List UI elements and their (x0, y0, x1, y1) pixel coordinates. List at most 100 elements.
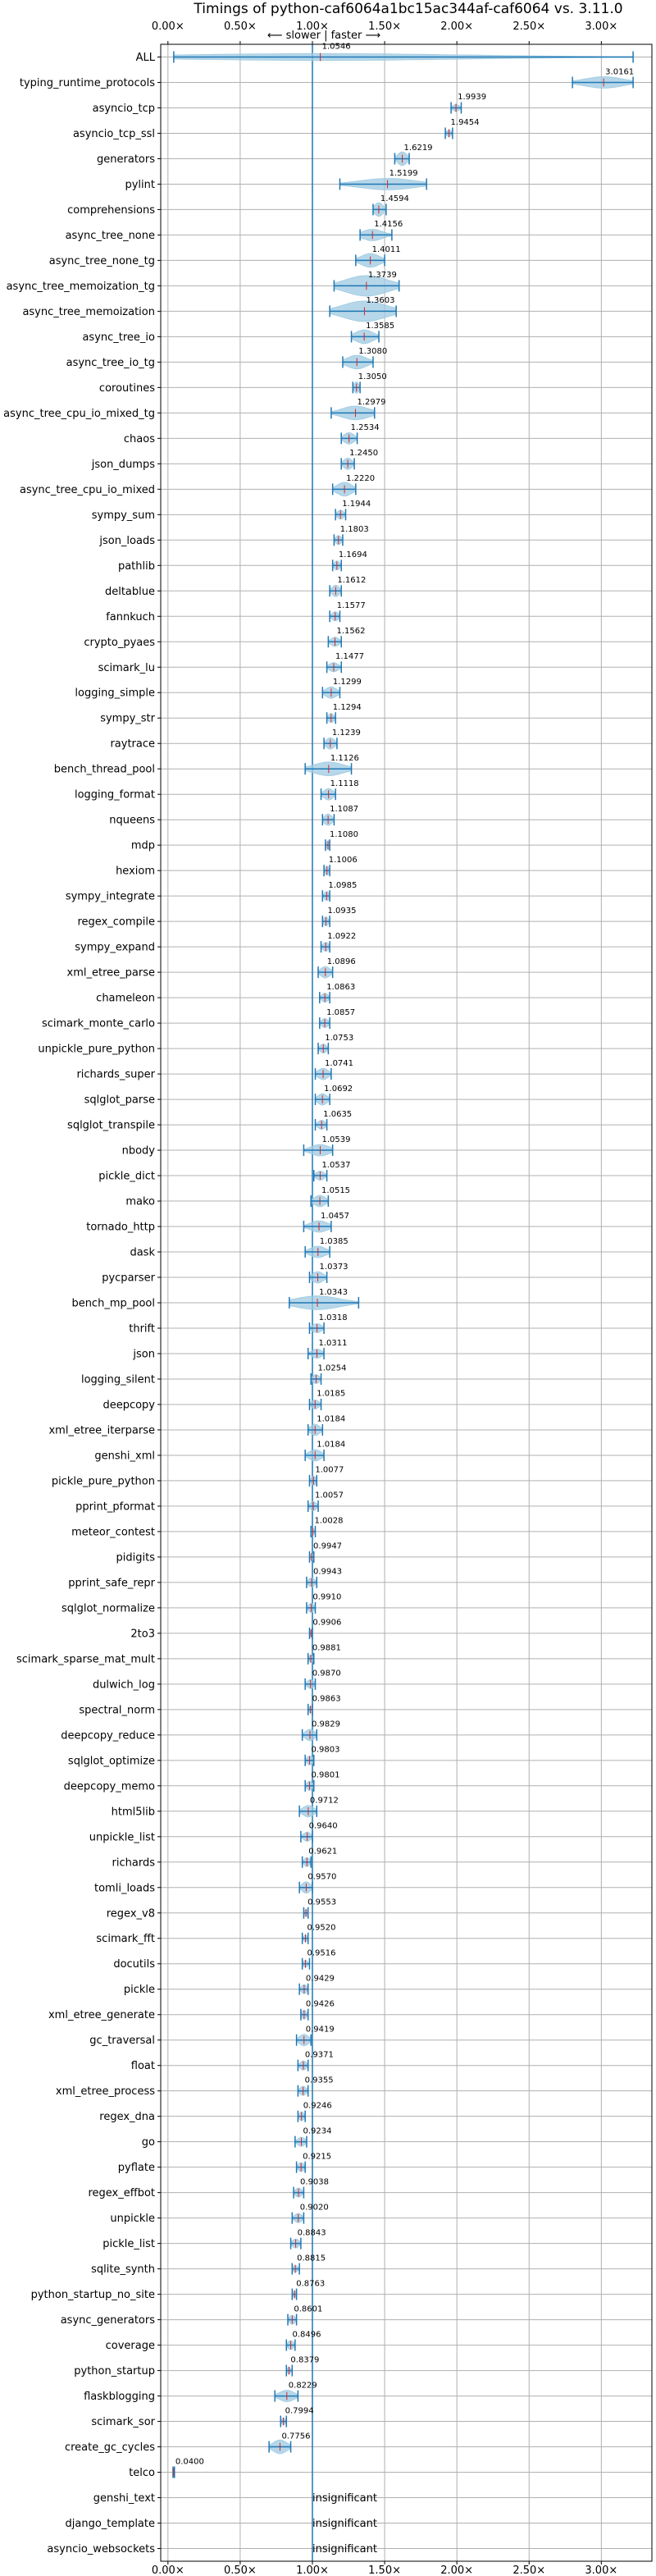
category-label: nbody (122, 1145, 156, 1158)
value-label: 0.9829 (312, 1720, 340, 1729)
value-label: 0.9570 (308, 1873, 336, 1882)
category-label: richards (112, 1857, 156, 1869)
category-label: meteor_contest (71, 1526, 155, 1538)
value-label: 1.2450 (349, 449, 378, 458)
category-label: tornado_http (86, 1222, 155, 1234)
category-label: raytrace (110, 738, 155, 751)
category-label: html5lib (112, 1806, 155, 1818)
category-label: mako (125, 1196, 155, 1208)
value-label: 0.7994 (285, 2406, 314, 2415)
value-label: 1.1080 (330, 830, 358, 839)
value-label: 1.0753 (325, 1034, 353, 1043)
value-label: 0.8763 (296, 2279, 325, 2288)
x-tick-label-top: 2.00× (440, 21, 473, 33)
category-label: xml_etree_generate (48, 2009, 155, 2021)
category-label: unpickle_list (89, 1831, 155, 1843)
category-label: pickle (124, 1984, 155, 1996)
value-label: 1.0057 (315, 1491, 344, 1500)
insignificant-label: insignificant (312, 2492, 377, 2505)
category-label: nqueens (109, 815, 155, 827)
category-label: dulwich_log (93, 1679, 155, 1691)
label-layer: 1.0546 3.0161 1.9939 1.9454 1.6219 1.5199 1.45… (175, 42, 634, 2555)
x-tick-label-top: 0.00× (152, 21, 184, 33)
value-label: 1.0077 (315, 1466, 344, 1475)
category-label: scimark_sor (91, 2416, 155, 2428)
category-label: genshi_text (93, 2492, 155, 2505)
category-label: python_startup_no_site (31, 2289, 155, 2301)
x-tick-label-top: 0.50× (224, 21, 257, 33)
value-label: 0.9371 (305, 2050, 334, 2059)
x-tick-label-top: 1.00× (296, 21, 329, 33)
category-label: sympy_sum (92, 509, 155, 522)
category-label: json_dumps (91, 459, 155, 471)
category-label: async_tree_memoization (22, 306, 155, 318)
violin-layer (172, 51, 634, 2478)
category-label: sqlglot_normalize (61, 1602, 155, 1615)
x-tick-label-bottom: 0.00× (152, 2565, 184, 2576)
x-tick-label-bottom: 2.50× (512, 2565, 545, 2576)
value-label: 0.9429 (306, 1975, 335, 1984)
x-tick-label-top: 2.50× (512, 21, 545, 33)
category-label: dask (130, 1247, 155, 1259)
value-label: 0.8229 (289, 2381, 317, 2390)
value-label: 1.3603 (366, 296, 394, 305)
category-label: async_tree_io_tg (66, 357, 155, 369)
value-label: 0.9246 (303, 2101, 332, 2110)
value-label: 0.9020 (300, 2203, 329, 2212)
value-label: 1.1299 (333, 678, 362, 687)
category-label: bench_thread_pool (54, 764, 155, 776)
category-label: asyncio_tcp_ssl (73, 128, 155, 140)
value-label: 1.0185 (317, 1390, 345, 1399)
value-label: 0.9640 (309, 1822, 338, 1831)
value-label: 0.9355 (305, 2076, 334, 2085)
category-label: regex_effbot (88, 2187, 155, 2199)
value-label: 0.9801 (311, 1771, 339, 1780)
value-label: 1.0318 (319, 1313, 348, 1322)
category-label: json (132, 1348, 155, 1360)
category-label: tomli_loads (94, 1882, 155, 1894)
category-label: scimark_sparse_mat_mult (16, 1653, 155, 1665)
value-label: 1.0863 (326, 983, 355, 992)
x-tick-label-bottom: 1.50× (368, 2565, 401, 2576)
value-label: 1.1477 (335, 652, 364, 661)
category-label: logging_format (75, 789, 155, 802)
value-label: 1.0254 (317, 1364, 346, 1373)
category-label: sqlglot_parse (84, 1094, 155, 1107)
value-label: 1.0896 (327, 957, 356, 966)
value-label: 1.0373 (320, 1263, 348, 1272)
category-label: sqlglot_transpile (67, 1120, 155, 1132)
category-label: mdp (131, 840, 155, 852)
category-label: regex_v8 (107, 1907, 155, 1920)
category-label: pidigits (116, 1551, 156, 1564)
value-label: 1.4156 (374, 220, 403, 229)
category-label: asyncio_websockets (47, 2543, 155, 2555)
value-label: 1.2534 (351, 423, 380, 432)
value-label: 0.9038 (300, 2177, 329, 2186)
category-label: fannkuch (106, 611, 155, 623)
value-label: 1.0922 (327, 932, 356, 941)
category-label: typing_runtime_protocols (20, 77, 155, 89)
category-label: telco (129, 2467, 155, 2479)
value-label: 1.0311 (318, 1339, 347, 1348)
category-label: async_tree_io (82, 331, 155, 344)
value-label: 1.2220 (346, 474, 375, 483)
category-label: float (131, 2060, 155, 2072)
value-label: 0.8496 (292, 2330, 321, 2339)
category-label: deepcopy_memo (64, 1780, 155, 1793)
category-label: richards_super (76, 1069, 155, 1081)
value-label: 0.9426 (306, 1999, 335, 2008)
value-label: 0.9234 (303, 2126, 331, 2135)
value-label: 1.1562 (337, 627, 366, 636)
category-label: regex_compile (77, 916, 155, 929)
category-label: crypto_pyaes (84, 637, 155, 649)
category-label: pickle_dict (98, 1171, 155, 1183)
value-label: 1.6219 (404, 144, 433, 153)
category-label: sympy_expand (75, 942, 155, 954)
category-label: 2to3 (130, 1628, 155, 1640)
category-label: scimark_fft (96, 1933, 155, 1945)
value-label: 1.1087 (330, 805, 358, 814)
value-label: 0.9621 (308, 1848, 337, 1857)
value-label: 0.9419 (306, 2025, 335, 2034)
value-label: 1.0741 (325, 1059, 353, 1068)
value-label: 1.1612 (337, 576, 366, 585)
